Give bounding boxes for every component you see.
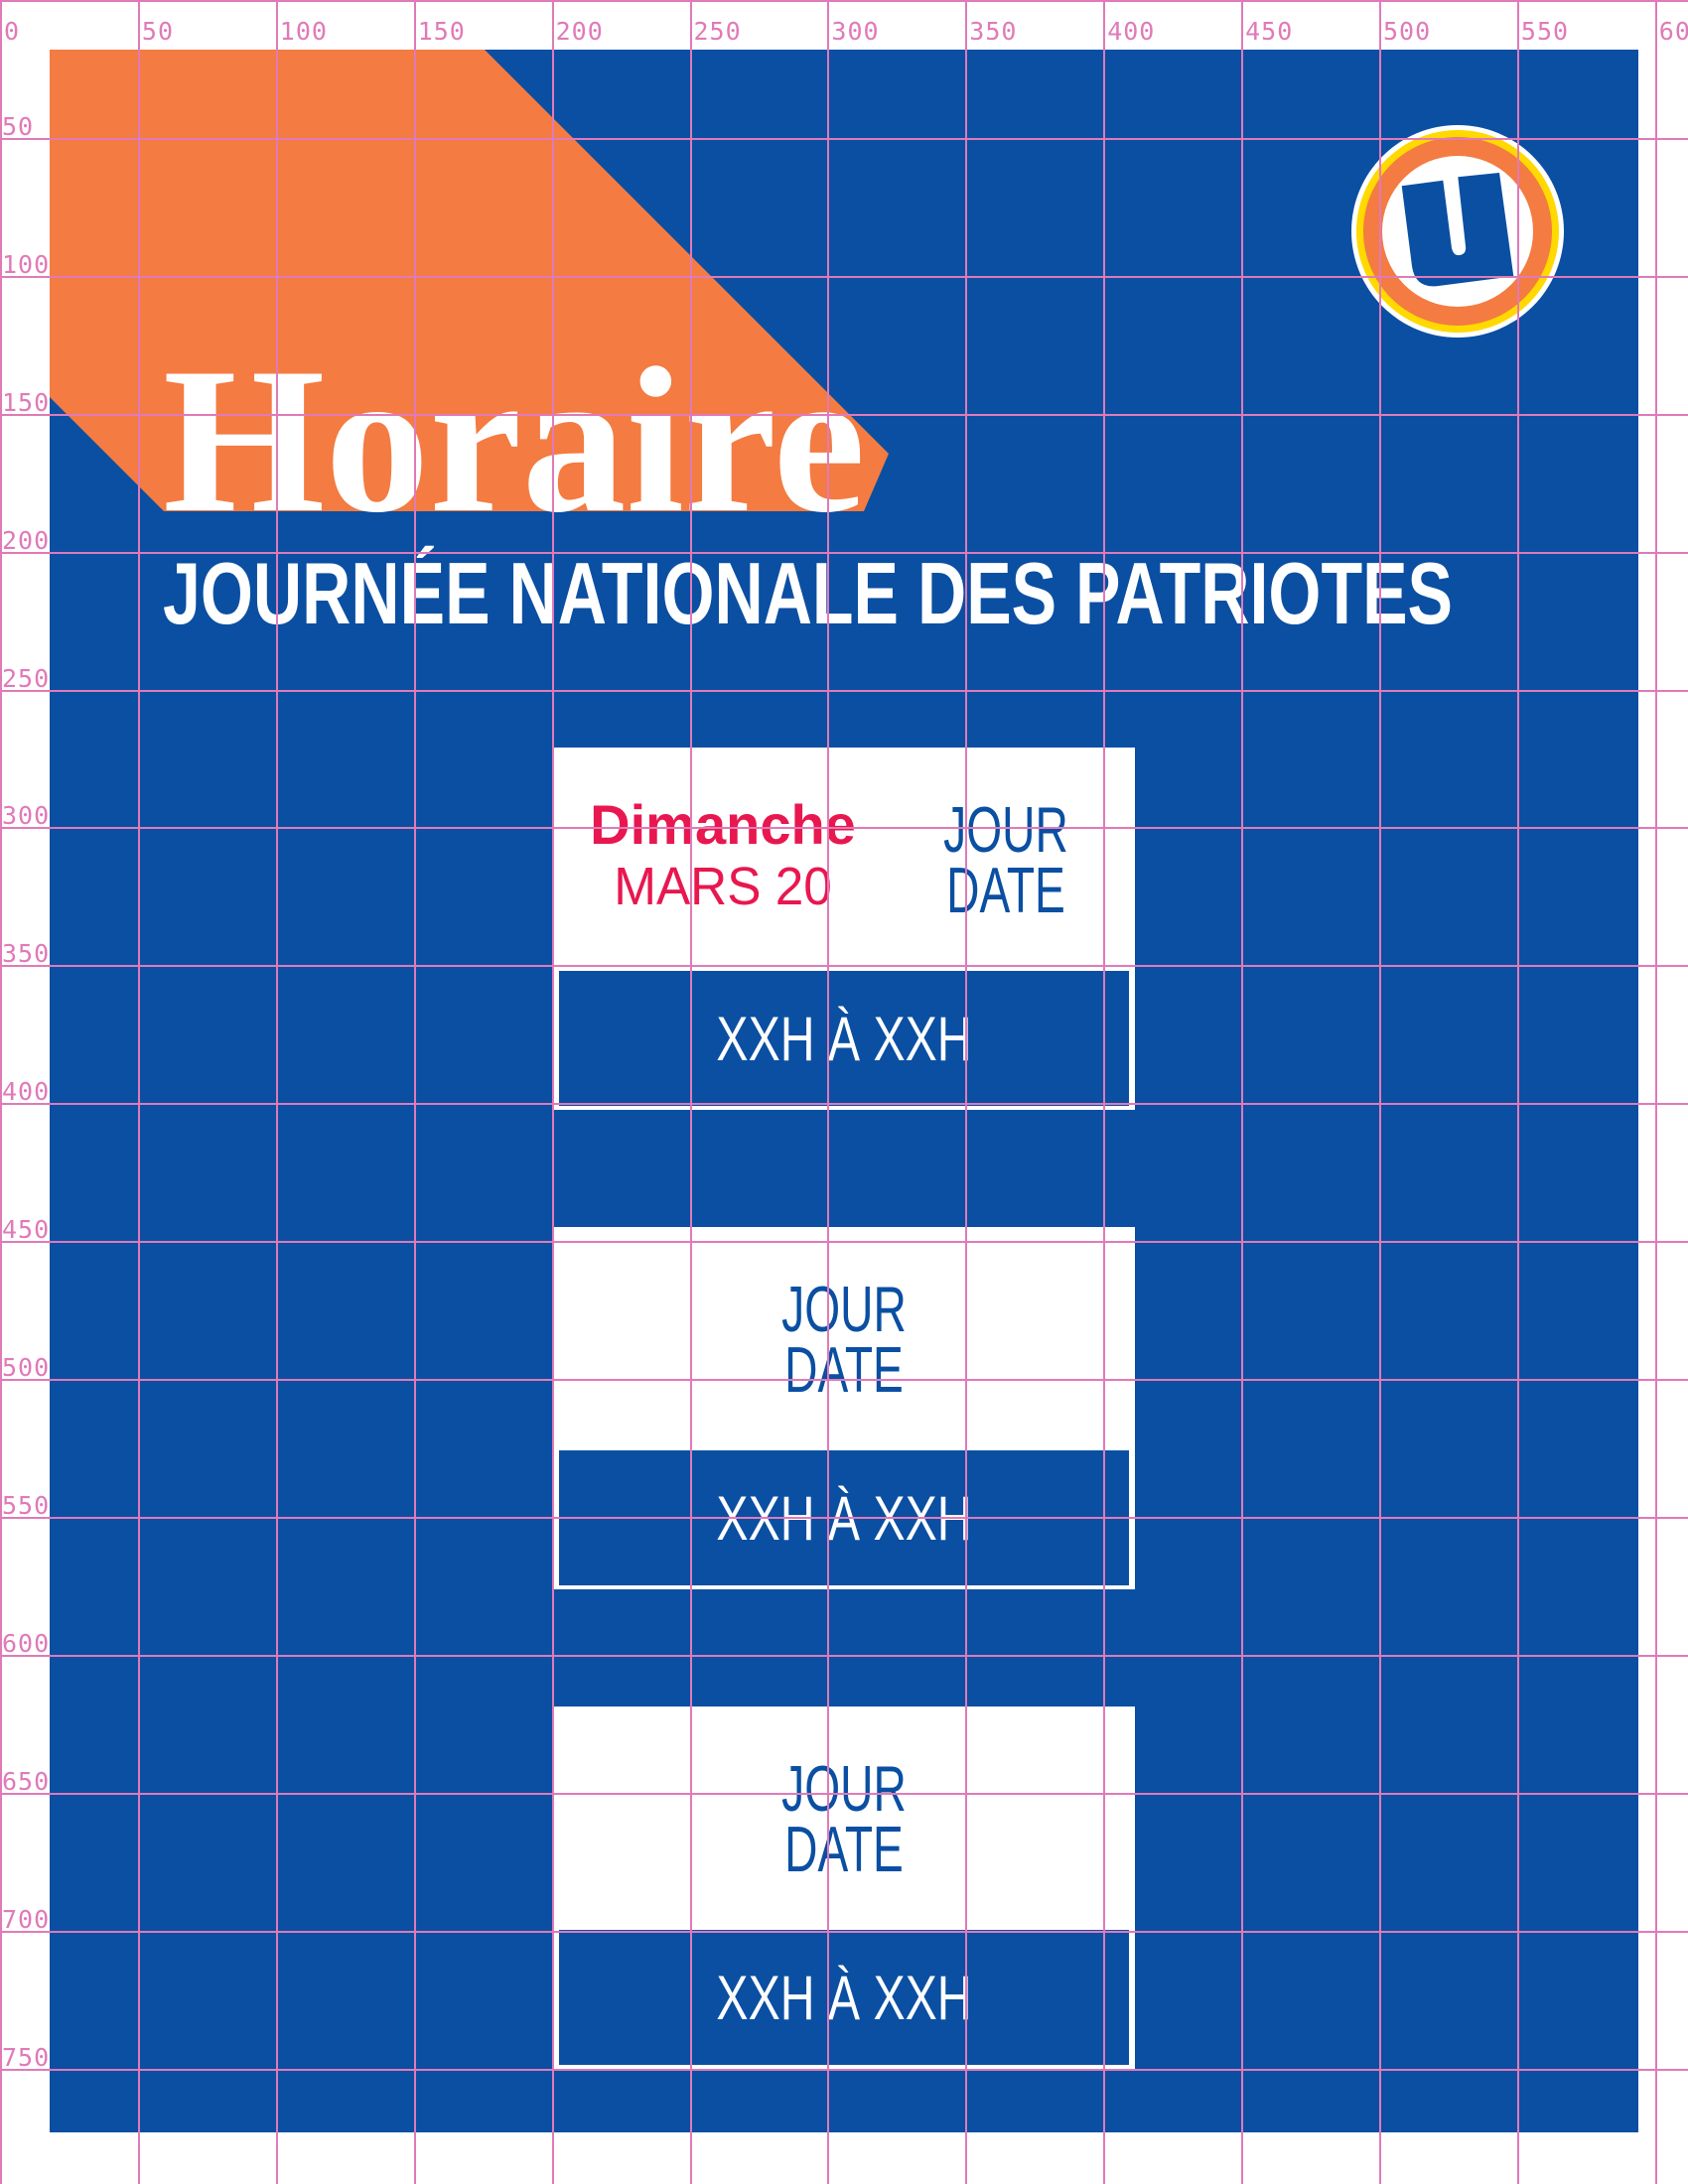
hours-label: XXH À XXH — [716, 1964, 972, 2033]
page-title: Horaire — [163, 326, 866, 556]
date-label: DATE — [784, 1333, 904, 1406]
day-label: JOUR — [781, 1273, 907, 1345]
schedule-card-1: Dimanche MARS 20 JOUR DATE XXH À XXH — [553, 748, 1135, 1110]
hours-label: XXH À XXH — [716, 1005, 972, 1074]
day-label: JOUR — [943, 793, 1068, 866]
hours-bar: XXH À XXH — [559, 971, 1129, 1106]
u-logo-icon — [1351, 125, 1564, 338]
page-subtitle: JOURNÉE NATIONALE DES PATRIOTES — [163, 544, 1454, 642]
orange-diagonal-band — [50, 50, 889, 511]
overlay-day-label: Dimanche — [590, 793, 856, 856]
date-label: DATE — [946, 854, 1065, 926]
schedule-card-2: JOUR DATE XXH À XXH — [553, 1227, 1135, 1589]
schedule-card-3: JOUR DATE XXH À XXH — [553, 1706, 1135, 2069]
date-label: DATE — [784, 1813, 904, 1885]
hours-label: XXH À XXH — [716, 1484, 972, 1554]
hours-bar: XXH À XXH — [559, 1930, 1129, 2065]
hours-bar: XXH À XXH — [559, 1450, 1129, 1585]
day-label: JOUR — [781, 1752, 907, 1825]
overlay-date-label: MARS 20 — [614, 857, 832, 916]
